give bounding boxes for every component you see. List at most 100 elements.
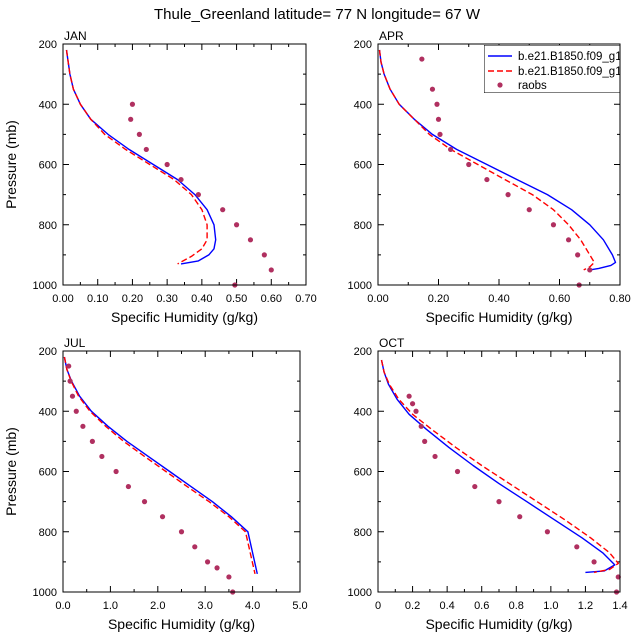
raobs-point <box>484 176 490 183</box>
legend-entry: raobs <box>518 80 547 92</box>
raobs-point <box>544 529 551 535</box>
x-tick-label: 0.2 <box>405 600 420 612</box>
x-tick-label: 0.30 <box>156 293 177 305</box>
y-tick-label: 600 <box>354 467 372 479</box>
raobs-point <box>67 378 73 384</box>
y-tick-label: 800 <box>39 527 57 539</box>
y-axis-label: Pressure (mb) <box>3 120 19 209</box>
raobs-point <box>73 408 79 414</box>
y-tick-label: 800 <box>354 527 372 539</box>
y-tick-label: 200 <box>354 346 372 358</box>
x-tick-label: 0 <box>375 600 381 612</box>
raobs-point <box>435 116 442 122</box>
x-tick-label: 0.00 <box>52 293 73 305</box>
plot-frame <box>62 43 307 286</box>
raobs-point <box>204 559 211 565</box>
series-2-line <box>380 359 619 574</box>
x-tick-label: 0.0 <box>55 600 70 612</box>
raobs-point <box>220 207 226 213</box>
legend: b.e21.B1850.f09_g17 b.e21.B1850.f09_g17ra… <box>484 45 628 93</box>
raobs-point <box>454 468 461 475</box>
x-tick-label: 1.0 <box>543 600 558 612</box>
y-tick-label: 200 <box>39 346 57 358</box>
figure-title: Thule_Greenland latitude= 77 N longitude… <box>154 6 481 23</box>
legend-entry: b.e21.B1850.f09_g17 <box>518 66 628 78</box>
legend-raobs-swatch <box>497 82 503 88</box>
y-tick-label: 1000 <box>348 587 372 599</box>
raobs-point <box>268 267 274 273</box>
x-tick-label: 0.70 <box>295 293 316 305</box>
raobs-point <box>526 207 532 213</box>
x-tick-label: 0.50 <box>226 293 247 305</box>
raobs-point <box>434 101 440 107</box>
raobs-point <box>418 423 424 429</box>
x-tick-label: 5.0 <box>292 600 307 612</box>
raobs-point <box>233 222 240 228</box>
x-tick-label: 2.0 <box>150 600 165 612</box>
raobs-point <box>437 131 443 137</box>
panel-apr: 0.00 0.20 0.40 0.60 0.80 200 400 600 800 1000 APR S… <box>348 29 631 325</box>
panel-label: APR <box>379 29 404 43</box>
x-tick-label: 0.60 <box>549 293 570 305</box>
raobs-point <box>247 237 254 243</box>
raobs-point <box>113 468 119 475</box>
raobs-point <box>128 116 134 122</box>
panel-jul: 0.0 1.0 2.0 3.0 4.0 5.0 200 400 600 800 1000 JUL Spe… <box>3 336 308 632</box>
x-tick-label: 0.20 <box>122 293 143 305</box>
raobs-point <box>143 146 149 153</box>
series-2-line <box>63 356 256 575</box>
raobs-point <box>587 267 593 273</box>
raobs-point <box>261 252 267 258</box>
x-axis-label: Specific Humidity (g/kg) <box>108 616 255 632</box>
plot-frame <box>377 350 621 593</box>
raobs-point <box>129 101 136 107</box>
x-tick-label: 4.0 <box>245 600 260 612</box>
y-tick-label: 400 <box>354 99 372 111</box>
x-tick-label: 1.0 <box>103 600 118 612</box>
panel-oct: 0 0.2 0.4 0.6 0.8 1.0 1.2 1.4 200 400 600 800 1000 OC… <box>348 336 628 632</box>
y-tick-label: 400 <box>39 406 57 418</box>
plot-frame <box>377 43 621 286</box>
x-tick-label: 0.00 <box>367 293 388 305</box>
legend-box <box>484 45 620 93</box>
legend-entry: b.e21.B1850.f09_g17 <box>518 51 628 63</box>
raobs-point <box>517 514 523 520</box>
raobs-point <box>419 56 425 62</box>
x-tick-label: 3.0 <box>198 600 213 612</box>
raobs-point <box>178 529 185 535</box>
raobs-point <box>99 453 105 460</box>
y-tick-label: 1000 <box>33 280 57 292</box>
raobs-point <box>159 514 166 520</box>
raobs-point <box>195 192 201 198</box>
raobs-point <box>89 438 95 444</box>
series-1-line <box>63 356 258 575</box>
raobs-point <box>141 499 148 505</box>
raobs-point <box>214 565 220 571</box>
raobs-point <box>80 423 86 429</box>
x-tick-label: 0.40 <box>191 293 212 305</box>
x-tick-label: 0.20 <box>428 293 449 305</box>
y-tick-label: 1000 <box>348 280 372 292</box>
x-tick-label: 0.6 <box>474 600 489 612</box>
series-2-line <box>378 49 595 271</box>
x-tick-label: 0.4 <box>439 600 454 612</box>
raobs-point <box>550 222 557 228</box>
raobs-point <box>575 252 581 258</box>
raobs-point <box>136 131 142 137</box>
raobs-point <box>413 408 419 414</box>
raobs-point <box>505 192 511 198</box>
raobs-point <box>192 544 198 550</box>
x-tick-label: 1.4 <box>612 600 627 612</box>
raobs-point <box>226 574 232 580</box>
y-tick-label: 200 <box>39 39 57 51</box>
plot-frame <box>62 350 301 593</box>
x-tick-label: 0.10 <box>87 293 108 305</box>
raobs-point <box>591 559 597 565</box>
x-tick-label: 0.60 <box>261 293 282 305</box>
x-axis-label: Specific Humidity (g/kg) <box>425 309 572 325</box>
raobs-point <box>409 401 416 407</box>
panel-label: JAN <box>64 29 87 43</box>
raobs-point <box>69 393 76 399</box>
x-tick-label: 1.2 <box>578 600 593 612</box>
